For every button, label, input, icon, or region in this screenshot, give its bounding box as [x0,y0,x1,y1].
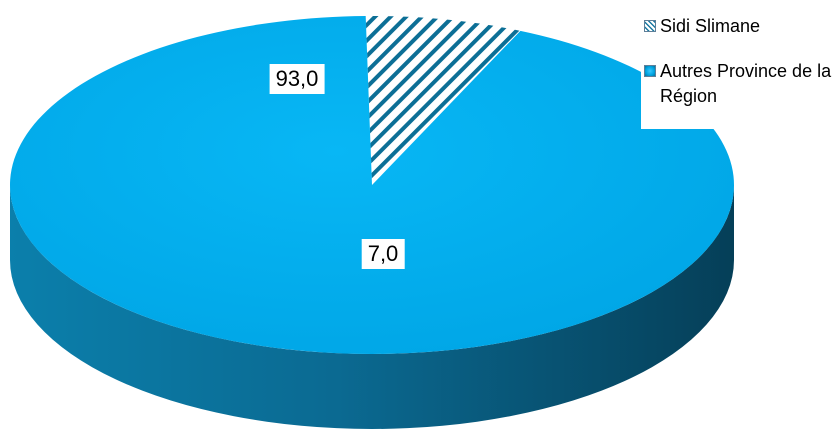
slice-sidi-slimane [365,16,521,186]
legend: Sidi Slimane Autres Province de la Régio… [641,14,835,129]
pie-side-group [10,185,734,429]
legend-item-sidi-slimane: Sidi Slimane [641,14,835,39]
legend-swatch-hatched-icon [644,20,656,32]
legend-item-autres-province: Autres Province de la Région [641,59,835,109]
legend-label: Sidi Slimane [660,16,761,36]
data-label-sidi-slimane: 7,0 [361,239,405,269]
slice-autres-province [10,16,734,355]
data-label-autres-province: 93,0 [269,64,325,94]
legend-swatch-blue-icon [644,65,656,77]
legend-label: Autres Province de la Région [660,61,832,106]
pie-top-group [10,16,734,355]
slice-autres-province-side [10,185,734,429]
